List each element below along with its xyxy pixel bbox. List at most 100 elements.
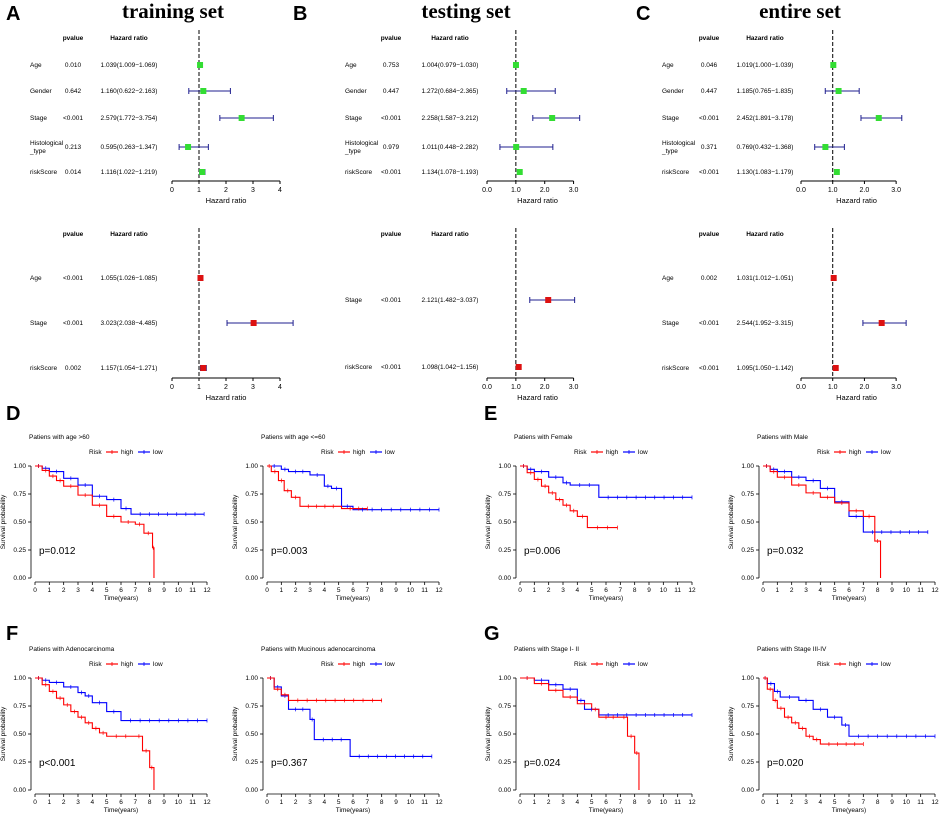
low-risk-curve [267, 677, 432, 757]
pvalue-header: pvalue [699, 231, 720, 238]
p-value: p=0.020 [767, 758, 804, 769]
y-axis-title: Survival probability [0, 706, 7, 761]
hr-marker [878, 320, 885, 326]
variable-label: Stage [662, 320, 679, 327]
y-axis-title: Survival probability [0, 494, 7, 549]
pvalue-value: <0.001 [63, 320, 83, 327]
hazard-ratio-value: 1.157(1.054−1.271) [101, 365, 158, 372]
low-risk-curve [520, 465, 692, 498]
x-tick-label: 5 [337, 587, 341, 594]
x-tick-label: 1.0 [828, 384, 838, 391]
panel-letter: E [484, 403, 497, 425]
hazard-ratio-value: 1.095(1.050−1.142) [737, 365, 794, 372]
x-tick-label: 2 [547, 587, 551, 594]
p-value: p=0.012 [39, 546, 76, 557]
x-tick-label: 0.0 [482, 384, 492, 391]
hazard-ratio-value: 1.098(1.042−1.156) [422, 364, 479, 371]
hazard-ratio-header: Hazard ratio [746, 231, 784, 238]
x-tick-label: 9 [394, 799, 398, 806]
km-plot: Patiens with age <=60 Risk high low 0.00 0.25… [232, 434, 443, 602]
x-tick-label: 3 [804, 799, 808, 806]
x-tick-label: 3 [251, 384, 255, 391]
variable-label: Stage [30, 320, 47, 327]
hazard-ratio-value: 0.769(0.432−1.368) [737, 144, 794, 151]
variable-label: _type [661, 148, 678, 155]
panel-letter: F [6, 623, 18, 645]
x-tick-label: 9 [647, 587, 651, 594]
x-tick-label: 0.0 [482, 187, 492, 194]
low-risk-curve [35, 677, 207, 722]
high-risk-curve [35, 677, 155, 790]
pvalue-value: 0.213 [65, 144, 82, 151]
x-tick-label: 5 [833, 587, 837, 594]
x-tick-label: 1 [48, 799, 52, 806]
low-risk-curve [763, 677, 935, 737]
y-tick-label: 0.50 [245, 731, 258, 738]
y-tick-label: 0.75 [245, 703, 258, 710]
x-tick-label: 1 [776, 799, 780, 806]
legend-high-label: high [353, 449, 366, 456]
multivariate-forest: pvalue Hazard ratio Age <0.001 1.055(1.026−1… [30, 228, 294, 402]
x-tick-label: 5 [337, 799, 341, 806]
univariate-forest: pvalue Hazard ratio Age 0.753 1.004(0.979−1.… [344, 30, 581, 205]
legend-low-label: low [638, 449, 648, 456]
km-plot-title: Patiens with age <=60 [261, 434, 326, 441]
y-axis-title: Survival probability [728, 494, 735, 549]
hr-marker [515, 364, 522, 370]
hr-marker [830, 275, 837, 281]
y-tick-label: 0.00 [245, 575, 258, 582]
hazard-ratio-value: 2.544(1.952−3.315) [737, 320, 794, 327]
variable-label: Gender [30, 88, 53, 95]
x-axis-title: Hazard ratio [206, 196, 247, 205]
hazard-ratio-value: 2.452(1.891−3.178) [737, 115, 794, 122]
panel-letter: B [293, 3, 307, 25]
variable-label: riskScore [662, 365, 689, 372]
hr-marker [513, 144, 520, 150]
y-tick-label: 1.00 [13, 463, 26, 470]
y-axis-title: Survival probability [232, 706, 239, 761]
high-risk-curve [763, 677, 864, 745]
x-tick-label: 2 [62, 799, 66, 806]
pvalue-value: <0.001 [699, 320, 719, 327]
x-tick-label: 2.0 [860, 187, 870, 194]
x-tick-label: 6 [119, 587, 123, 594]
variable-label: _type [344, 148, 361, 155]
x-tick-label: 1.0 [511, 187, 521, 194]
legend-low-label: low [881, 661, 891, 668]
x-tick-label: 10 [903, 587, 911, 594]
legend-risk-label: Risk [89, 449, 102, 456]
x-tick-label: 6 [351, 799, 355, 806]
hazard-ratio-value: 1.031(1.012−1.051) [737, 275, 794, 282]
pvalue-value: 0.046 [701, 62, 718, 69]
km-plot: Patiens with Male Risk high low 0.00 0.25 0.50… [728, 434, 939, 602]
variable-label: Gender [662, 88, 685, 95]
x-tick-label: 3.0 [569, 384, 579, 391]
set-title: training set [122, 0, 224, 23]
pvalue-value: 0.002 [65, 365, 82, 372]
x-tick-label: 4 [819, 587, 823, 594]
hr-marker [238, 115, 245, 121]
x-tick-label: 5 [590, 799, 594, 806]
hazard-ratio-value: 1.160(0.622−2.163) [101, 88, 158, 95]
panel-letter: G [484, 623, 500, 645]
x-tick-label: 1 [48, 587, 52, 594]
km-plot-title: Patiens with Female [514, 434, 573, 441]
x-tick-label: 12 [203, 799, 211, 806]
y-tick-label: 0.75 [498, 491, 511, 498]
variable-label: Histological [30, 140, 64, 147]
y-tick-label: 0.75 [13, 491, 26, 498]
pvalue-value: <0.001 [381, 297, 401, 304]
km-plot: Patiens with Female Risk high low 0.00 0.25 0.… [485, 434, 696, 602]
variable-label: Age [30, 275, 42, 282]
x-tick-label: 10 [660, 587, 668, 594]
high-risk-curve [520, 677, 640, 790]
x-axis-title: Hazard ratio [517, 196, 558, 205]
x-tick-label: 12 [435, 587, 443, 594]
x-tick-label: 11 [674, 799, 681, 806]
y-tick-label: 0.50 [498, 519, 511, 526]
x-tick-label: 7 [366, 799, 370, 806]
panel-letter: D [6, 403, 20, 425]
km-plot: Patiens with Stage I- II Risk high low 0.00 0… [485, 646, 696, 814]
hazard-ratio-value: 0.595(0.263−1.347) [101, 144, 158, 151]
legend-high-label: high [353, 661, 366, 668]
